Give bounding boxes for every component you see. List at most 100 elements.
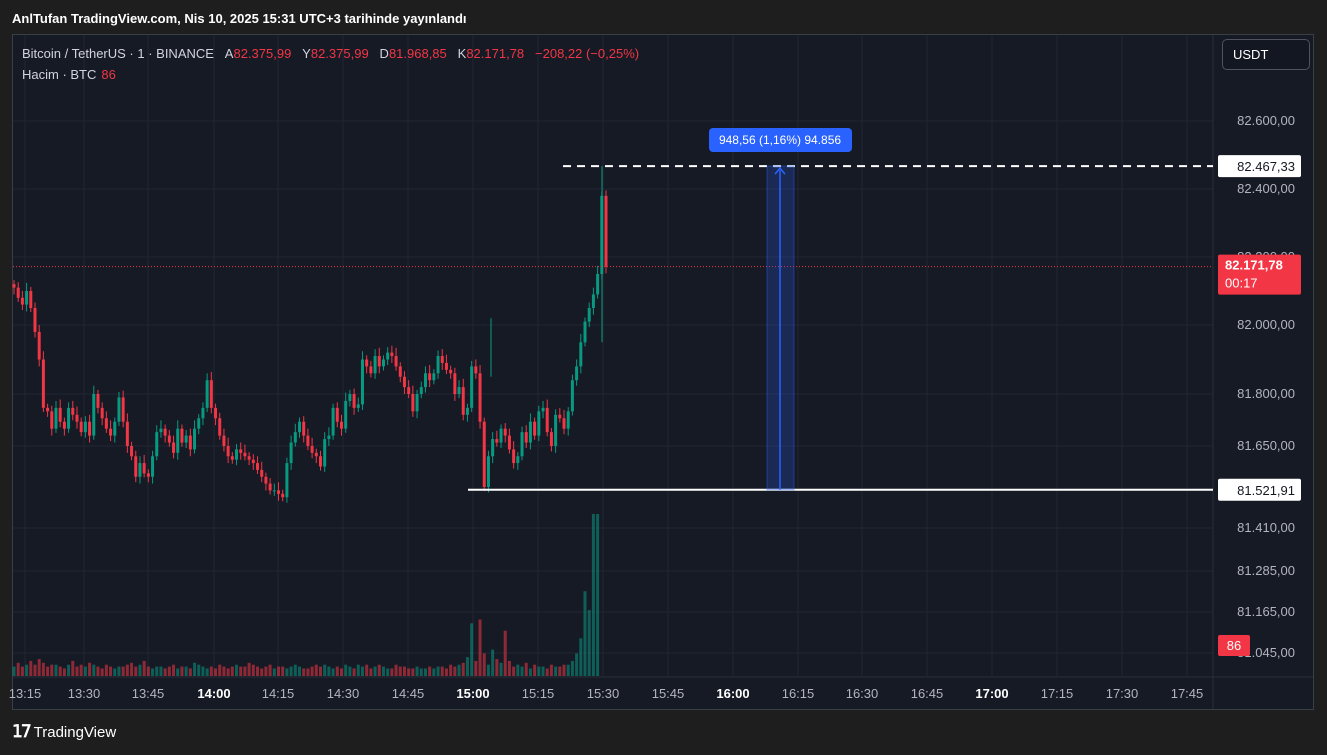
candle-body[interactable] [482,421,486,487]
candle-body[interactable] [562,418,566,429]
candle-body[interactable] [591,294,595,308]
candle-body[interactable] [75,414,79,422]
last-price-box[interactable] [1218,254,1301,295]
candle-body[interactable] [235,449,239,460]
candle-body[interactable] [251,459,255,464]
candle-body[interactable] [205,380,209,408]
candle-body[interactable] [79,421,83,433]
candle-body[interactable] [419,387,423,394]
candle-body[interactable] [339,421,343,429]
candle-body[interactable] [327,435,331,440]
candle-body[interactable] [491,439,495,457]
candle-body[interactable] [314,452,318,457]
candle-body[interactable] [71,407,75,415]
candle-body[interactable] [377,356,381,367]
candle-body[interactable] [67,407,71,429]
candle-body[interactable] [369,366,373,374]
candle-body[interactable] [298,421,302,433]
candle-body[interactable] [440,356,444,363]
candle-body[interactable] [402,376,406,388]
candle-body[interactable] [549,432,553,446]
candle-body[interactable] [533,421,537,436]
candle-body[interactable] [20,297,24,305]
candle-body[interactable] [407,387,411,394]
candle-body[interactable] [415,394,419,412]
candle-body[interactable] [486,456,490,487]
candle-body[interactable] [281,493,285,498]
candle-body[interactable] [12,284,16,288]
candle-body[interactable] [188,435,192,450]
candle-body[interactable] [33,308,37,332]
candle-body[interactable] [348,394,352,401]
candle-body[interactable] [432,373,436,381]
candle-body[interactable] [121,397,125,422]
candle-body[interactable] [184,435,188,443]
candle-body[interactable] [209,380,213,408]
candle-body[interactable] [146,473,150,477]
candle-body[interactable] [37,331,41,360]
candle-body[interactable] [587,308,591,322]
candle-body[interactable] [243,452,247,457]
candle-body[interactable] [167,435,171,443]
candle-body[interactable] [318,456,322,467]
candle-body[interactable] [474,366,478,374]
candle-body[interactable] [239,449,243,453]
candle-body[interactable] [512,449,516,464]
candle-body[interactable] [100,407,104,419]
candle-body[interactable] [596,274,600,295]
candle-body[interactable] [180,428,184,443]
candle-body[interactable] [360,359,364,405]
candle-body[interactable] [461,387,465,415]
candle-body[interactable] [423,373,427,388]
candle-body[interactable] [449,369,453,374]
candle-body[interactable] [398,366,402,377]
candle-body[interactable] [25,291,29,305]
candle-body[interactable] [172,442,176,453]
candle-body[interactable] [41,359,45,408]
candle-body[interactable] [436,356,440,374]
candle-body[interactable] [503,428,507,436]
candle-body[interactable] [226,446,230,457]
candle-body[interactable] [142,463,146,474]
candle-body[interactable] [289,442,293,464]
candle-body[interactable] [470,366,474,408]
candle-body[interactable] [566,411,570,429]
candle-body[interactable] [507,435,511,450]
candle-body[interactable] [541,407,545,412]
candle-body[interactable] [516,456,520,464]
candle-body[interactable] [323,439,327,467]
candle-body[interactable] [604,195,608,267]
candle-body[interactable] [520,432,524,457]
candle-body[interactable] [113,421,117,436]
candle-body[interactable] [29,291,33,308]
candle-body[interactable] [96,394,100,408]
candle-body[interactable] [155,432,159,457]
candle-body[interactable] [92,394,96,436]
candle-body[interactable] [285,463,289,498]
candle-body[interactable] [528,421,532,443]
candle-body[interactable] [352,394,356,408]
footer-brand[interactable]: 𝟣𝟩 TradingView [12,722,116,742]
candle-body[interactable] [558,414,562,419]
candle-body[interactable] [125,421,129,446]
candle-body[interactable] [151,456,155,477]
candle-body[interactable] [62,421,66,429]
candle-body[interactable] [109,428,113,436]
candle-body[interactable] [583,321,587,343]
candle-body[interactable] [197,418,201,429]
candle-body[interactable] [537,411,541,436]
candle-body[interactable] [478,373,482,422]
candle-body[interactable] [222,435,226,446]
candle-body[interactable] [310,446,314,453]
candle-body[interactable] [201,407,205,419]
candle-body[interactable] [545,407,549,433]
candle-body[interactable] [381,359,385,367]
candle-body[interactable] [134,456,138,477]
candle-body[interactable] [390,352,394,357]
candle-body[interactable] [575,366,579,381]
candle-body[interactable] [453,373,457,394]
candle-body[interactable] [218,418,222,436]
candle-body[interactable] [256,463,260,470]
measure-label-box[interactable] [709,128,852,152]
candle-body[interactable] [88,421,92,436]
